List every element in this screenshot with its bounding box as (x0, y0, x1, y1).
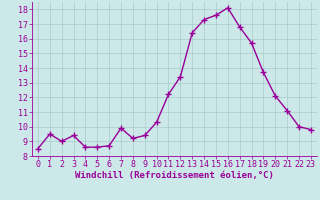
X-axis label: Windchill (Refroidissement éolien,°C): Windchill (Refroidissement éolien,°C) (75, 171, 274, 180)
